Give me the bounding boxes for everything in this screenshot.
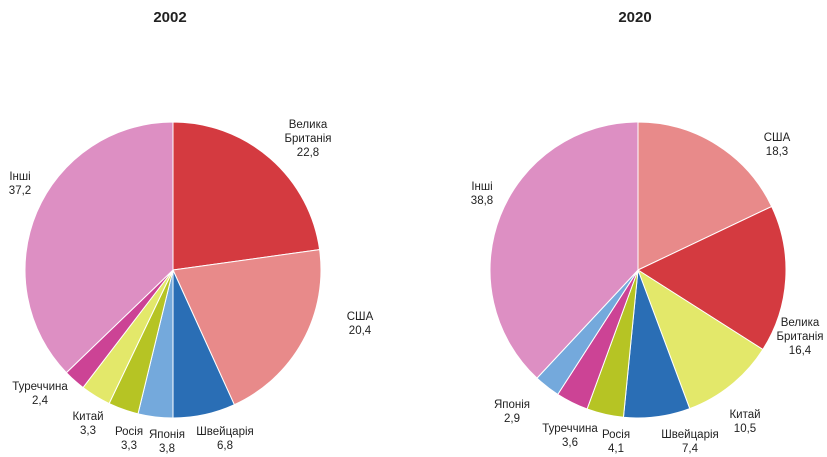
slice-value: 3,3 <box>121 440 137 452</box>
slice-name: Британія <box>776 331 823 343</box>
slice-name: Туреччина <box>12 381 68 393</box>
slice-name: Китай <box>72 411 103 423</box>
slice-label-2020-6: Японія 2,9 <box>494 399 530 425</box>
slice-value: 37,2 <box>9 185 31 197</box>
pie-2020: США 18,3 Велика Британія 16,4 Китай 10,5 Швейца… <box>471 121 824 455</box>
slice-label-2002-6: Туреччина 2,4 <box>12 381 68 407</box>
slice-name: Туреччина <box>542 423 598 435</box>
slice-value: 20,4 <box>349 325 372 337</box>
slice-name: Японія <box>149 429 185 441</box>
slice-name: Велика <box>781 317 820 329</box>
slice-label-2020-1: Велика Британія 16,4 <box>776 317 823 357</box>
slice-name: Швейцарія <box>196 426 254 438</box>
slice-label-2020-4: Росія 4,1 <box>602 429 630 455</box>
slice-label-2020-2: Китай 10,5 <box>729 409 760 435</box>
slice-value: 38,8 <box>471 195 493 207</box>
pie-2002: Велика Британія 22,8 США 20,4 Швейцарія 6,8 Япо… <box>9 119 374 455</box>
slice-value: 2,4 <box>32 395 49 407</box>
slice-label-2020-5: Туреччина 3,6 <box>542 423 598 449</box>
slice-label-2020-3: Швейцарія 7,4 <box>661 429 719 455</box>
slice-label-2002-3: Японія 3,8 <box>149 429 185 455</box>
pie-slice-2020-2 <box>637 268 764 410</box>
chart-title-2002: 2002 <box>153 9 186 26</box>
slice-name: США <box>347 311 374 323</box>
slice-name: США <box>764 132 791 144</box>
pie-slice-2002-1 <box>172 249 322 406</box>
slice-label-2002-2: Швейцарія 6,8 <box>196 426 254 452</box>
slice-value: 22,8 <box>297 147 319 159</box>
slice-name: Китай <box>729 409 760 421</box>
slice-name: Велика <box>289 119 328 131</box>
pie-slice-2020-1 <box>636 205 787 351</box>
slice-label-2002-0: Велика Британія 22,8 <box>284 119 331 159</box>
slice-label-2020-7: Інші 38,8 <box>471 181 493 207</box>
slice-name: Британія <box>284 133 331 145</box>
pie-slice-2002-7 <box>24 121 174 374</box>
chart-title-2020: 2020 <box>618 9 651 26</box>
slice-value: 4,1 <box>608 443 624 455</box>
pie-slice-2020-0 <box>637 121 773 271</box>
slice-value: 3,3 <box>80 425 96 437</box>
slice-value: 18,3 <box>766 146 788 158</box>
slice-name: Росія <box>115 426 143 438</box>
slice-value: 10,5 <box>734 423 756 435</box>
slice-label-2002-5: Китай 3,3 <box>72 411 103 437</box>
slice-name: Інші <box>471 181 492 193</box>
slice-name: Інші <box>9 171 30 183</box>
slice-value: 2,9 <box>504 413 520 425</box>
slice-name: Росія <box>602 429 630 441</box>
slice-value: 7,4 <box>682 443 699 455</box>
slice-value: 16,4 <box>789 345 812 357</box>
slice-name: Японія <box>494 399 530 411</box>
slice-label-2002-1: США 20,4 <box>347 311 374 337</box>
slice-value: 3,8 <box>159 443 175 455</box>
pie-slice-2002-0 <box>172 121 321 271</box>
slice-label-2002-4: Росія 3,3 <box>115 426 143 452</box>
pie-slice-2020-7 <box>489 121 639 379</box>
slice-label-2020-0: США 18,3 <box>764 132 791 158</box>
slice-value: 6,8 <box>217 440 233 452</box>
slice-value: 3,6 <box>562 437 578 449</box>
slice-label-2002-7: Інші 37,2 <box>9 171 31 197</box>
slice-name: Швейцарія <box>661 429 719 441</box>
